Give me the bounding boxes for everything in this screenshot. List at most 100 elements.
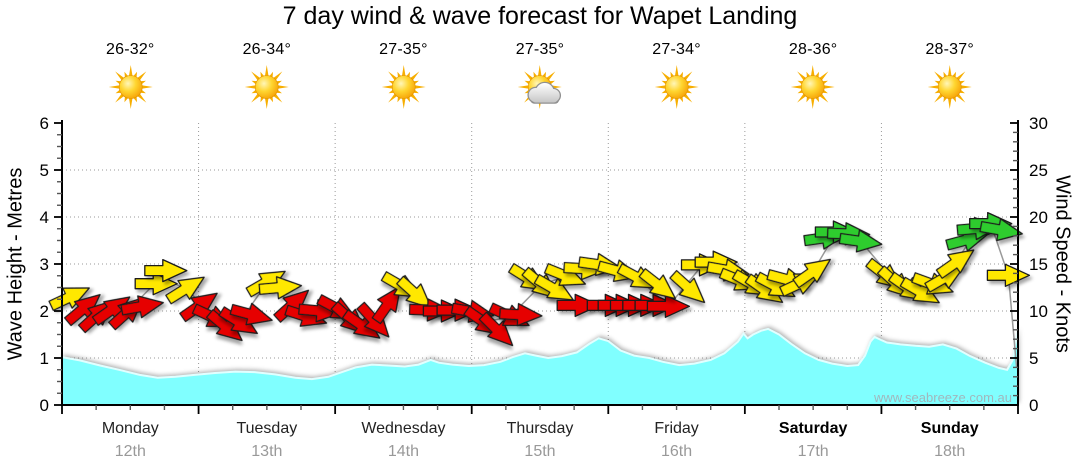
- weather-icon-wrap: [652, 65, 701, 111]
- day-name: Tuesday: [236, 420, 298, 437]
- sun-disc: [118, 75, 143, 99]
- wind-arrow-moderate: [669, 269, 706, 304]
- sun-rays: [654, 65, 699, 109]
- day-label-thursday: Thursday 15th: [507, 420, 574, 461]
- left-axis-tick-label: 0: [40, 396, 49, 415]
- left-axis-tick-label: 3: [40, 255, 49, 274]
- sun-disc: [664, 75, 689, 99]
- day-date: 18th: [934, 443, 966, 460]
- left-axis-title: Wave Height - Metres: [4, 167, 27, 361]
- sunny-icon: [927, 65, 972, 109]
- page-title: 7 day wind & wave forecast for Wapet Lan…: [282, 2, 798, 30]
- wind-arrows: [48, 211, 1031, 347]
- right-axis-title: Wind Speed - Knots: [1051, 175, 1074, 353]
- right-axis-tick-label: 30: [1029, 114, 1048, 133]
- wind-arrow-light: [499, 303, 543, 327]
- day-date: 13th: [251, 443, 283, 460]
- sun-rays: [791, 65, 836, 109]
- day-name: Thursday: [506, 420, 574, 437]
- wind-arrow-moderate: [638, 268, 676, 300]
- wind-arrow-moderate: [134, 272, 178, 296]
- day-summary-thursday: 27-35°: [516, 41, 565, 111]
- sunny-icon: [654, 65, 699, 109]
- watermark: www.seabreeze.com.au: [873, 390, 1012, 405]
- sun-rays: [244, 65, 289, 109]
- wind-arrow-moderate: [986, 263, 1031, 287]
- day-label-monday: Monday 12th: [102, 420, 159, 461]
- day-label-tuesday: Tuesday 13th: [236, 420, 297, 461]
- temp-range: 26-32°: [106, 41, 155, 58]
- sunny-icon: [381, 65, 426, 109]
- left-axis-tick-label: 4: [40, 208, 49, 227]
- wind-arrow-moderate: [144, 258, 188, 283]
- day-date: 16th: [660, 443, 693, 460]
- wind-arrow-fresh: [979, 218, 1023, 242]
- sun-disc: [391, 75, 416, 99]
- partly-cloudy-icon: [518, 65, 562, 109]
- day-summary-sunday: 28-37°: [925, 41, 974, 111]
- wave-height-edge: [61, 327, 1019, 381]
- sun-rays: [381, 65, 426, 109]
- wind-arrow-light: [229, 302, 273, 326]
- sun-rays: [108, 65, 153, 109]
- sun-rays: [927, 65, 972, 109]
- right-axis-tick-label: 5: [1029, 349, 1038, 368]
- day-summary-saturday: 28-36°: [789, 41, 838, 111]
- wind-arrow-moderate: [935, 249, 975, 279]
- weather-icon-wrap: [243, 65, 292, 111]
- temp-range: 28-37°: [925, 41, 974, 58]
- day-name: Friday: [654, 420, 699, 437]
- weather-icon-wrap: [516, 65, 565, 111]
- weather-icon-wrap: [925, 65, 974, 111]
- cloud: [527, 81, 562, 104]
- left-axis-tick-label: 1: [40, 349, 49, 368]
- wind-arrow-moderate: [792, 258, 831, 289]
- wind-arrow-moderate: [258, 276, 303, 300]
- day-name: Wednesday: [361, 420, 446, 437]
- wind-arrow-light: [371, 285, 402, 325]
- sunny-icon: [791, 65, 836, 109]
- left-axis-tick-label: 6: [40, 114, 49, 133]
- right-axis-tick-label: 15: [1029, 255, 1048, 274]
- right-axis-tick-label: 25: [1029, 161, 1048, 180]
- day-label-wednesday: Wednesday 14th: [361, 420, 445, 461]
- day-date: 17th: [797, 443, 829, 460]
- right-axis-tick-label: 20: [1029, 208, 1048, 227]
- day-date: 12th: [114, 443, 146, 460]
- temp-range: 26-34°: [242, 41, 292, 58]
- temp-range: 27-34°: [652, 41, 701, 58]
- temp-range: 28-36°: [788, 41, 838, 58]
- wind-arrow-light: [646, 294, 691, 318]
- day-summary-wednesday: 27-35°: [379, 41, 428, 111]
- weather-icon-wrap: [789, 65, 838, 111]
- wind-arrow-light: [478, 311, 514, 347]
- day-summary-monday: 26-32°: [106, 41, 155, 111]
- axes: [54, 120, 1019, 414]
- wave-height-area: [62, 328, 1018, 405]
- temp-range: 27-35°: [515, 41, 565, 58]
- wind-arrow-light: [120, 295, 164, 319]
- day-name: Sunday: [920, 420, 979, 437]
- sun-disc: [937, 75, 962, 99]
- day-label-saturday: Saturday 17th: [779, 420, 847, 461]
- wind-arrow-moderate: [533, 273, 574, 301]
- day-label-friday: Friday 16th: [654, 420, 698, 461]
- day-name: Saturday: [778, 420, 848, 437]
- day-name: Monday: [101, 420, 159, 437]
- wind-arrow-light: [341, 309, 381, 339]
- right-axis-tick-label: 10: [1029, 302, 1048, 321]
- left-axis-tick-label: 5: [40, 161, 49, 180]
- day-date: 14th: [387, 443, 419, 460]
- sunny-icon: [108, 65, 153, 109]
- weather-icon-wrap: [106, 65, 155, 111]
- wind-arrow-moderate: [165, 276, 205, 305]
- left-axis-tick-label: 2: [40, 302, 49, 321]
- right-axis-tick-label: 0: [1029, 396, 1038, 415]
- day-summary-tuesday: 26-34°: [243, 41, 292, 111]
- weather-icon-wrap: [379, 65, 428, 111]
- wind-arrow-fresh: [838, 229, 883, 253]
- day-date: 15th: [524, 443, 556, 460]
- sun-disc: [255, 75, 279, 99]
